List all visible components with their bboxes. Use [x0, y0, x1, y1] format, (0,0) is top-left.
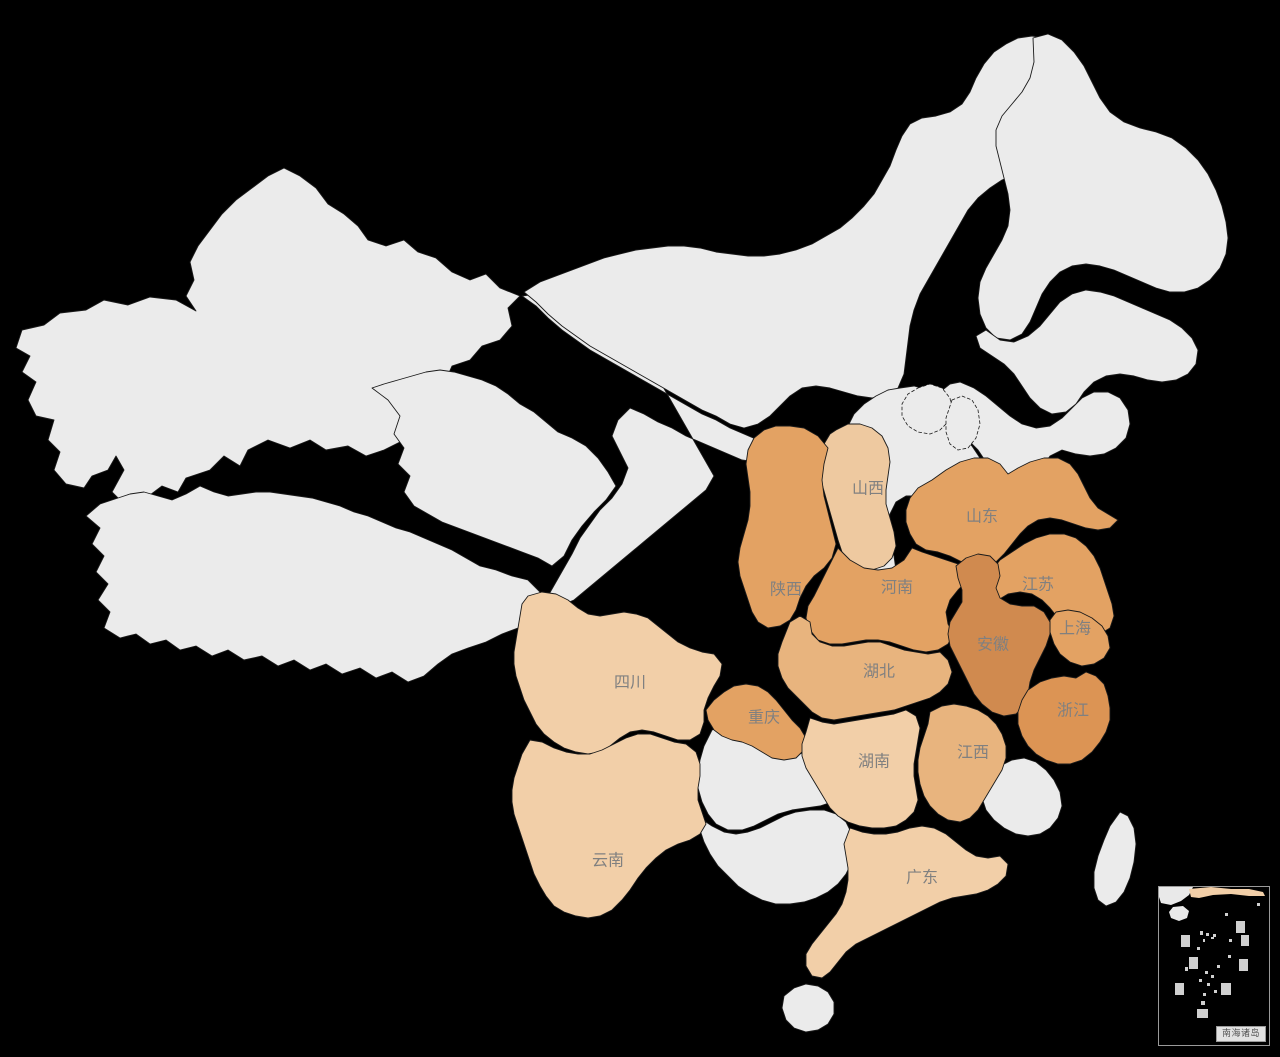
- region-shanghai[interactable]: [1049, 609, 1111, 667]
- region-xizang[interactable]: [85, 485, 547, 683]
- region-shaanxi[interactable]: [737, 425, 837, 629]
- south-china-sea-islands-inset[interactable]: 南海诸岛: [1158, 886, 1270, 1046]
- region-anhui[interactable]: [947, 553, 1051, 717]
- region-taiwan[interactable]: [1093, 811, 1137, 907]
- region-beijing[interactable]: [901, 383, 953, 435]
- region-neimenggu[interactable]: [523, 35, 1089, 429]
- inset-island-markers: [1175, 903, 1260, 1018]
- region-hainan[interactable]: [781, 983, 835, 1033]
- inset-hainan-sliver: [1169, 906, 1189, 921]
- inset-label: 南海诸岛: [1215, 1026, 1266, 1042]
- region-zhejiang[interactable]: [1017, 671, 1111, 765]
- region-shandong[interactable]: [905, 457, 1119, 567]
- region-gansu[interactable]: [521, 293, 767, 607]
- region-jilin[interactable]: [975, 289, 1199, 415]
- inset-canvas: [1159, 887, 1265, 1018]
- region-yunnan[interactable]: [511, 733, 707, 919]
- region-guangdong[interactable]: [805, 825, 1009, 979]
- region-sichuan[interactable]: [513, 591, 723, 755]
- inset-coast-peach: [1189, 887, 1265, 898]
- region-chongqing[interactable]: [705, 683, 807, 761]
- region-heilongjiang[interactable]: [977, 33, 1229, 341]
- no-data-regions-layer: [15, 33, 1229, 1033]
- region-hunan[interactable]: [801, 709, 921, 829]
- region-qinghai[interactable]: [371, 369, 617, 567]
- data-regions-layer: [511, 423, 1119, 979]
- region-jiangxi[interactable]: [917, 703, 1007, 823]
- region-tianjin[interactable]: [945, 395, 981, 451]
- region-hubei[interactable]: [777, 615, 953, 721]
- region-xinjiang[interactable]: [15, 167, 521, 501]
- inset-coast-grey: [1159, 887, 1193, 905]
